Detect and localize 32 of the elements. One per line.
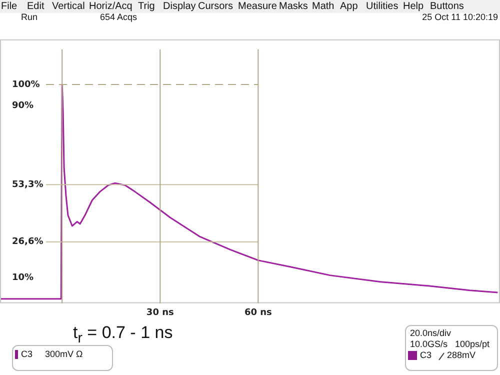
y-tick-label: 10%: [12, 272, 34, 283]
x-tick-label: 30 ns: [146, 308, 174, 318]
y-tick-label: 90%: [12, 101, 34, 112]
text: Cursors: [198, 1, 234, 12]
text: Masks: [279, 1, 308, 12]
text: Measure: [238, 1, 277, 12]
y-tick-label: 53,3%: [12, 180, 44, 190]
text: Trig: [138, 1, 155, 12]
text: File: [1, 1, 18, 12]
x-tick-label: 60 ns: [244, 308, 272, 318]
text: Display: [163, 1, 196, 12]
text: C3: [420, 350, 432, 360]
text: t$_{r}$ = 0.7 - 1 ns: [73, 323, 173, 346]
text: Horiz/Acq: [89, 1, 132, 12]
text: Buttons: [430, 1, 464, 12]
y-tick-label: 26,6%: [12, 237, 44, 248]
text: Edit: [27, 1, 44, 12]
text: App: [340, 1, 358, 12]
y-tick-label: 100%: [12, 80, 40, 90]
text: Run: [21, 12, 38, 22]
text: 25 Oct 11 10:20:19: [422, 12, 498, 22]
text: 20.0ns/div: [410, 328, 452, 338]
text: C3: [21, 349, 33, 359]
text: Math: [312, 1, 334, 12]
text: Vertical: [52, 1, 85, 12]
text: 300mV Ω: [45, 349, 83, 359]
text: 100ps/pt: [455, 339, 490, 349]
text: Help: [403, 1, 424, 12]
text: 10.0GS/s: [410, 339, 448, 349]
text: 288mV: [447, 350, 476, 360]
text: 654 Acqs: [100, 12, 138, 22]
text: Utilities: [366, 1, 398, 12]
